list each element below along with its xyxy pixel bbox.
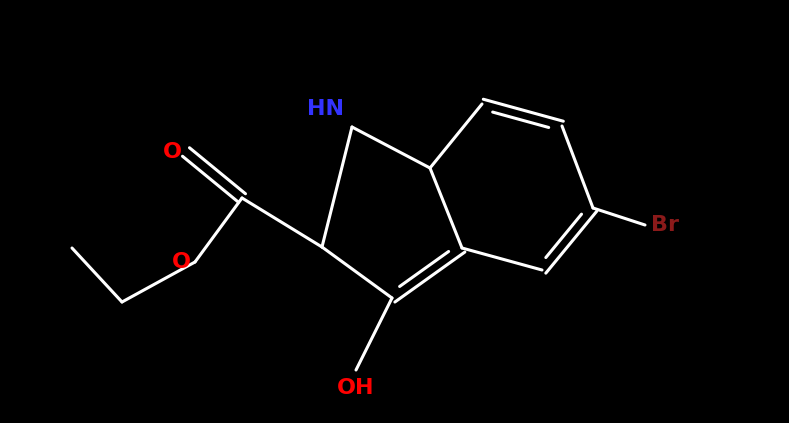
Text: O: O [163,142,182,162]
Text: HN: HN [307,99,344,119]
Text: OH: OH [337,378,375,398]
Text: Br: Br [651,215,679,235]
Text: O: O [172,252,191,272]
